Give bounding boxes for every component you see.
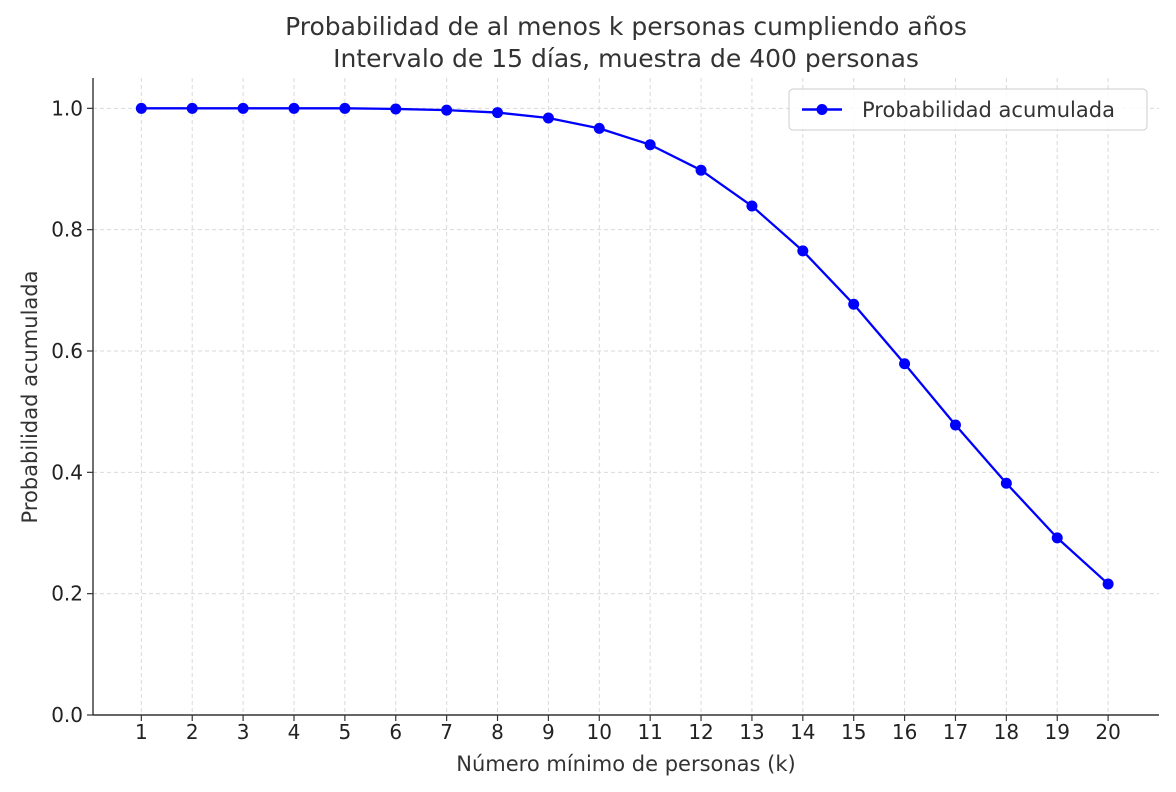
data-point xyxy=(695,164,707,176)
x-tick-label: 2 xyxy=(186,720,199,744)
x-tick-label: 9 xyxy=(542,720,555,744)
x-tick-label: 4 xyxy=(288,720,301,744)
x-tick-label: 13 xyxy=(739,720,764,744)
y-tick-label: 1.0 xyxy=(51,96,83,120)
data-point xyxy=(746,200,758,212)
x-tick-label: 3 xyxy=(237,720,250,744)
y-tick-label: 0.0 xyxy=(51,703,83,727)
x-tick-label: 12 xyxy=(688,720,713,744)
data-point xyxy=(135,102,147,114)
data-point xyxy=(1102,578,1114,590)
series xyxy=(135,102,1114,590)
x-tick-label: 8 xyxy=(491,720,504,744)
x-tick-label: 14 xyxy=(790,720,815,744)
series-line xyxy=(141,107,1109,585)
x-tick-label: 17 xyxy=(943,720,968,744)
x-tick-label: 10 xyxy=(587,720,612,744)
y-tick-label: 0.4 xyxy=(51,460,83,484)
x-tick-label: 7 xyxy=(440,720,453,744)
data-point xyxy=(1000,477,1012,489)
x-tick-label: 15 xyxy=(841,720,866,744)
data-point xyxy=(949,419,961,431)
data-point xyxy=(593,122,605,134)
data-point xyxy=(441,104,453,116)
data-point xyxy=(848,298,860,310)
legend: Probabilidad acumulada xyxy=(788,88,1148,131)
data-point xyxy=(899,358,911,370)
chart-subtitle: Intervalo de 15 días, muestra de 400 per… xyxy=(333,44,919,73)
x-tick-label: 19 xyxy=(1045,720,1070,744)
data-point xyxy=(542,112,554,124)
y-axis-label: Probabilidad acumulada xyxy=(18,271,42,524)
data-point xyxy=(339,102,351,114)
data-point xyxy=(797,245,809,257)
axes xyxy=(87,78,1159,721)
data-point xyxy=(237,102,249,114)
x-tick-label: 6 xyxy=(389,720,402,744)
x-axis-label: Número mínimo de personas (k) xyxy=(456,752,795,776)
legend-marker-swatch xyxy=(816,104,828,115)
legend-box xyxy=(788,88,1148,131)
data-point xyxy=(1051,532,1063,544)
data-point xyxy=(288,102,300,114)
x-tick-label: 1 xyxy=(135,720,148,744)
x-tick-label: 18 xyxy=(994,720,1019,744)
y-tick-label: 0.6 xyxy=(51,339,83,363)
legend-label: Probabilidad acumulada xyxy=(862,98,1115,122)
y-tick-label: 0.8 xyxy=(51,218,83,242)
chart-title: Probabilidad de al menos k personas cump… xyxy=(285,12,967,41)
x-tick-label: 16 xyxy=(892,720,917,744)
data-point xyxy=(644,139,656,151)
x-tick-label: 20 xyxy=(1095,720,1120,744)
data-point xyxy=(390,103,402,115)
tick-labels: 1 2 3 4 5 6 7 8 9 10 11 12 13 14 15 16 17 18 19 200.00.20.4… xyxy=(51,96,1121,744)
y-tick-label: 0.2 xyxy=(51,582,83,606)
data-point xyxy=(186,102,198,114)
x-tick-label: 11 xyxy=(637,720,662,744)
x-tick-label: 5 xyxy=(339,720,352,744)
grid xyxy=(93,78,1159,715)
data-point xyxy=(492,107,504,119)
